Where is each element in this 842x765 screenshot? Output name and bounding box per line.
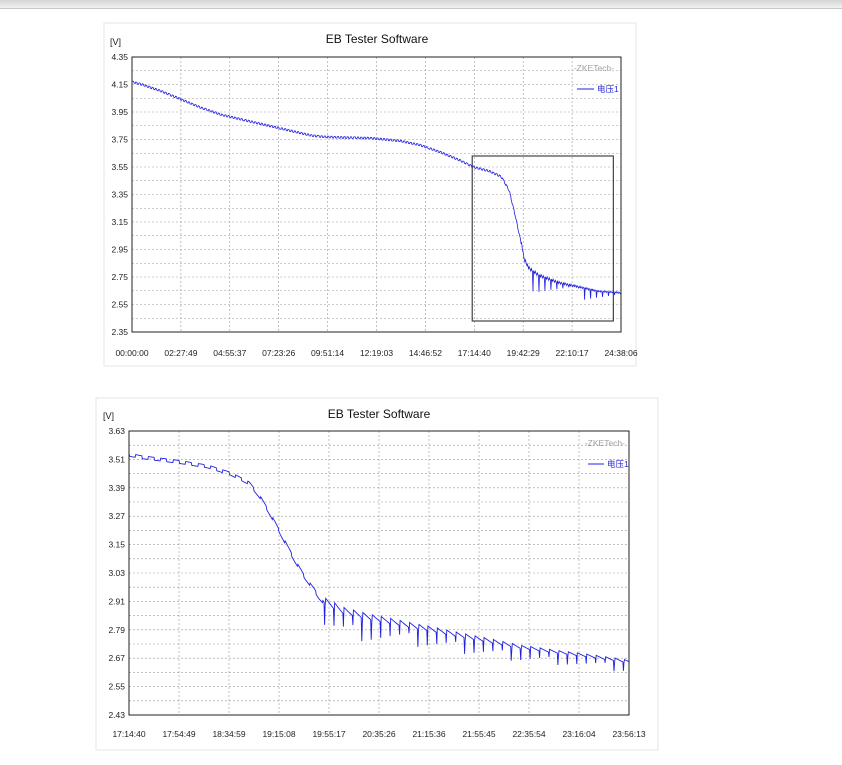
y-tick-label: 3.39 [108, 483, 125, 493]
x-tick-label: 21:15:36 [412, 729, 445, 739]
x-tick-label: 21:55:45 [462, 729, 495, 739]
chart-1-legend-label: 电压1 [597, 84, 619, 94]
chart-2-y-ticks: 3.63 3.51 3.39 3.27 3.15 3.03 2.91 2.79 2.67 2.55… [108, 426, 125, 720]
y-tick-label: 3.15 [111, 217, 128, 227]
x-tick-label: 18:34:59 [212, 729, 245, 739]
browser-top-strip [0, 0, 842, 9]
y-tick-label: 3.51 [108, 454, 125, 464]
chart-1-zoom-rectangle [471, 155, 614, 322]
y-tick-label: 3.27 [108, 511, 125, 521]
y-tick-label: 3.15 [108, 540, 125, 550]
x-tick-label: 19:55:17 [312, 729, 345, 739]
x-tick-label: 24:38:06 [604, 348, 637, 358]
chart-2-background [95, 397, 659, 751]
x-tick-label: 17:14:40 [112, 729, 145, 739]
x-tick-label: 14:46:52 [409, 348, 442, 358]
chart-1-plot-area [131, 56, 622, 333]
chart-2-watermark: -ZKETech- [585, 438, 625, 448]
chart-1-y-ticks: 4.35 4.15 3.95 3.75 3.55 3.35 3.15 2.95 2.75 2.55… [111, 52, 128, 337]
x-tick-label: 23:16:04 [562, 729, 595, 739]
chart-2-y-unit: [V] [103, 411, 114, 421]
y-tick-label: 3.63 [108, 426, 125, 436]
x-tick-label: 22:35:54 [512, 729, 545, 739]
y-tick-label: 2.91 [108, 596, 125, 606]
x-tick-label: 09:51:14 [311, 348, 344, 358]
x-tick-label: 19:15:08 [262, 729, 295, 739]
chart-1-title: EB Tester Software [326, 32, 429, 46]
y-tick-label: 4.35 [111, 52, 128, 62]
y-tick-label: 2.55 [111, 300, 128, 310]
x-tick-label: 12:19:03 [360, 348, 393, 358]
y-tick-label: 2.79 [108, 625, 125, 635]
x-tick-label: 20:35:26 [362, 729, 395, 739]
chart-1: EB Tester Software [V] 4.35 4.15 3.95 3.75 3… [103, 22, 638, 367]
y-tick-label: 2.67 [108, 653, 125, 663]
y-tick-label: 2.43 [108, 710, 125, 720]
x-tick-label: 23:56:13 [612, 729, 645, 739]
x-tick-label: 17:54:49 [162, 729, 195, 739]
x-tick-label: 07:23:26 [262, 348, 295, 358]
y-tick-label: 2.75 [111, 272, 128, 282]
chart-2-title: EB Tester Software [328, 407, 431, 421]
chart-2-legend-label: 电压1 [607, 459, 629, 469]
y-tick-label: 3.35 [111, 190, 128, 200]
y-tick-label: 3.55 [111, 162, 128, 172]
chart-1-watermark: -ZKETech- [574, 63, 614, 73]
x-tick-label: 02:27:49 [164, 348, 197, 358]
y-tick-label: 2.55 [108, 682, 125, 692]
chart-1-x-ticks: 00:00:00 02:27:49 04:55:37 07:23:26 09:51:14… [115, 348, 637, 358]
chart-2: EB Tester Software [V] 3.633.513.393.273… [95, 397, 659, 751]
chart-1-series-line [131, 80, 622, 300]
chart-2-plot-area [128, 430, 630, 716]
chart-1-y-unit: [V] [110, 37, 121, 47]
y-tick-label: 2.95 [111, 245, 128, 255]
x-tick-label: 17:14:40 [458, 348, 491, 358]
y-tick-label: 4.15 [111, 80, 128, 90]
y-tick-label: 3.95 [111, 107, 128, 117]
x-tick-label: 04:55:37 [213, 348, 246, 358]
x-tick-label: 22:10:17 [556, 348, 589, 358]
chart-2-series-line [128, 453, 630, 672]
chart-2-x-ticks: 17:14:40 17:54:49 18:34:59 19:15:08 19:55:17… [112, 729, 645, 739]
y-tick-label: 3.75 [111, 135, 128, 145]
chart-2-grid [129, 430, 629, 716]
y-tick-label: 3.03 [108, 568, 125, 578]
y-tick-label: 2.35 [111, 327, 128, 337]
x-tick-label: 00:00:00 [115, 348, 148, 358]
x-tick-label: 19:42:29 [507, 348, 540, 358]
